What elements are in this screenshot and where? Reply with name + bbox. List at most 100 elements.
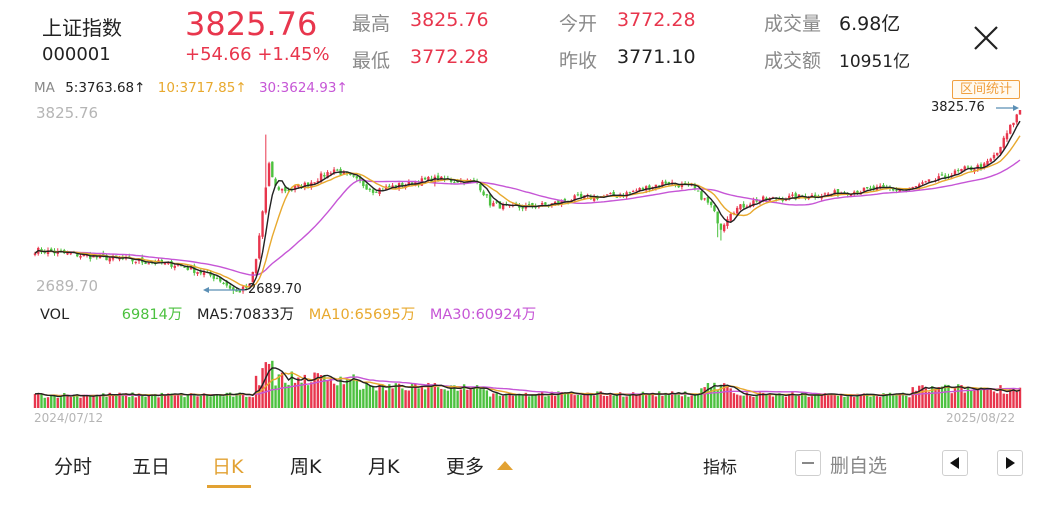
- volume-bar: [235, 393, 238, 408]
- volume-bar: [277, 374, 281, 408]
- volume-bar: [957, 384, 960, 408]
- min-callout-arrow-icon: [203, 287, 209, 293]
- candle-body: [241, 286, 245, 292]
- volume-bar: [706, 383, 710, 408]
- range-stats-button[interactable]: 区间统计: [952, 80, 1020, 99]
- indicators-button[interactable]: 指标: [703, 458, 737, 478]
- close-button[interactable]: [966, 18, 1006, 58]
- candle-body: [924, 181, 927, 183]
- volume-bar: [540, 392, 544, 408]
- candle-body: [69, 253, 72, 255]
- volume-bar: [963, 392, 966, 408]
- volume-bar: [866, 393, 869, 408]
- min-price-callout: 2689.70: [248, 282, 302, 297]
- volume-bar: [638, 394, 641, 408]
- volume-bar: [66, 394, 69, 408]
- tab-intraday[interactable]: 分时: [54, 456, 93, 478]
- volume-bar: [508, 392, 511, 408]
- tab-five-day[interactable]: 五日: [132, 456, 171, 478]
- volume-bar: [827, 394, 830, 408]
- volume-bar: [206, 395, 209, 408]
- volume-bar: [280, 372, 284, 408]
- volume-bar: [648, 393, 651, 408]
- volume-bar: [726, 385, 729, 408]
- axis-high-label: 3825.76: [36, 104, 99, 122]
- candle-body: [713, 205, 716, 212]
- candle-body: [43, 251, 46, 254]
- kline-chart[interactable]: [0, 0, 1063, 430]
- candle-body: [615, 196, 619, 198]
- volume-bar: [853, 397, 856, 408]
- volume-bar: [625, 396, 628, 408]
- candle-body: [810, 195, 814, 197]
- candle-body: [892, 188, 895, 191]
- candle-body: [833, 190, 836, 195]
- volume-bar: [384, 390, 388, 408]
- volume-bar: [511, 395, 515, 408]
- volume-bar: [482, 389, 485, 408]
- volume-bar: [228, 392, 232, 408]
- volume-bar: [310, 382, 313, 408]
- candle-body: [95, 256, 98, 258]
- tab-more[interactable]: 更多: [446, 452, 514, 479]
- candle-body: [937, 176, 940, 180]
- volume-bar: [703, 387, 706, 408]
- volume-bar: [469, 389, 472, 408]
- volume-bar: [960, 385, 963, 408]
- volume-bar: [388, 384, 391, 408]
- candle-body: [641, 188, 645, 190]
- remove-watch-button[interactable]: 删自选: [830, 455, 888, 477]
- low-label: 最低: [352, 50, 391, 72]
- volume-bar: [794, 395, 797, 408]
- volume-bar: [147, 394, 150, 408]
- candle-body: [631, 191, 635, 193]
- volume-bar: [618, 392, 622, 408]
- candle-body: [323, 175, 326, 177]
- tab-monthly-k[interactable]: 月K: [368, 456, 400, 478]
- candle-body: [212, 274, 215, 279]
- candle-body: [50, 248, 53, 252]
- candle-body: [1015, 114, 1018, 123]
- next-button[interactable]: [997, 450, 1023, 476]
- vol-ma30-line: [34, 376, 1021, 397]
- candle-body: [202, 272, 206, 275]
- volume-bar: [76, 394, 79, 408]
- remove-watch-icon[interactable]: [795, 450, 821, 476]
- candle-body: [866, 187, 869, 189]
- volume-bar: [911, 387, 914, 408]
- volume-bar: [492, 393, 495, 408]
- volume-bar: [768, 393, 771, 408]
- volume-bar: [430, 384, 433, 408]
- volume-bar: [427, 382, 430, 408]
- candle-body: [765, 197, 768, 200]
- candle-body: [147, 263, 150, 265]
- volume-bar: [453, 385, 456, 408]
- price-change: +54.66 +1.45%: [185, 44, 330, 65]
- candle-body: [856, 190, 859, 194]
- prev-button[interactable]: [942, 450, 968, 476]
- candle-body: [456, 180, 459, 183]
- volume-bar: [261, 368, 264, 408]
- volume-bar: [488, 396, 492, 408]
- volume-bar: [456, 390, 459, 408]
- tab-daily-k[interactable]: 日K: [212, 456, 244, 478]
- volume-bar: [433, 383, 437, 408]
- volume-bar: [365, 382, 368, 408]
- volume-bar: [570, 391, 573, 408]
- volume-bar: [641, 391, 645, 408]
- candle-body: [758, 200, 762, 203]
- volume-bar: [443, 389, 446, 408]
- tab-weekly-k[interactable]: 周K: [290, 456, 322, 478]
- volume-bar: [59, 397, 63, 408]
- volume-bar: [193, 393, 196, 408]
- candle-body: [261, 211, 264, 237]
- volume-bar: [800, 392, 804, 408]
- volume-bar: [157, 397, 160, 408]
- candle-body: [235, 289, 238, 292]
- volume-bar: [141, 395, 144, 408]
- volume-bar: [475, 385, 479, 408]
- volume-bar: [53, 394, 56, 408]
- volume-bar: [167, 393, 170, 408]
- volume-bar: [843, 396, 846, 408]
- volume-bar: [485, 390, 489, 408]
